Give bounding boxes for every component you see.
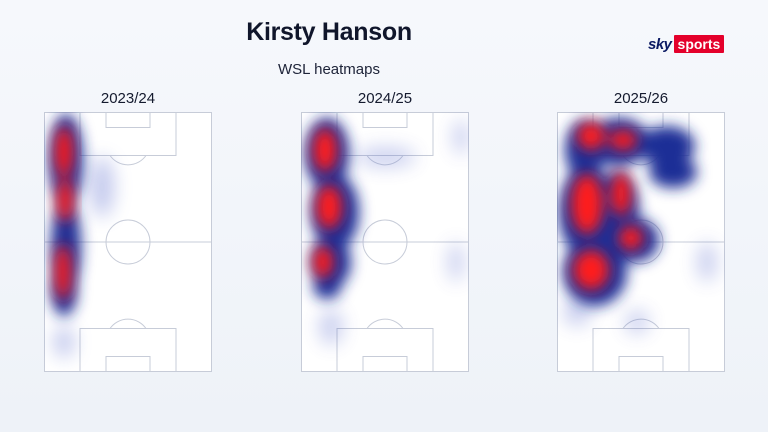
heatmap-pitch-2024-25 xyxy=(301,112,469,372)
heatmap-2025-26 xyxy=(557,112,725,372)
heat-blobs xyxy=(559,118,717,334)
season-label-3: 2025/26 xyxy=(613,90,669,107)
season-label-1: 2023/24 xyxy=(100,90,156,107)
heatmap-pitch-2025-26 xyxy=(557,112,725,372)
heat-blobs xyxy=(49,114,114,358)
season-label-2: 2024/25 xyxy=(357,90,413,107)
heat-blobs xyxy=(305,118,469,345)
page-subtitle: WSL heatmaps xyxy=(278,61,380,78)
heatmap-2024-25 xyxy=(301,112,469,372)
logo-sky-text: sky xyxy=(648,35,672,53)
pitch-markings xyxy=(44,112,212,372)
sky-sports-logo: sky sports xyxy=(648,34,725,54)
logo-sports-text: sports xyxy=(673,35,725,53)
heatmap-pitch-2023-24 xyxy=(44,112,212,372)
page-title: Kirsty Hanson xyxy=(246,18,412,46)
heatmap-2023-24 xyxy=(44,112,212,372)
